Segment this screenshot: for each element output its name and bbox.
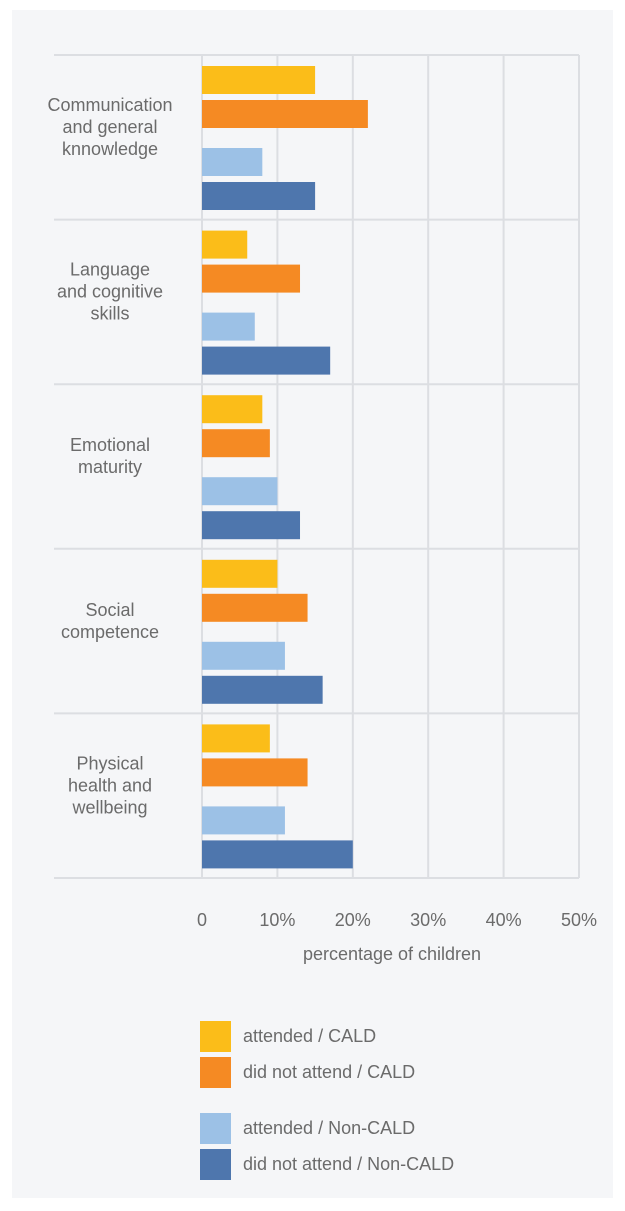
category-label: Language	[70, 260, 150, 280]
bar	[202, 724, 270, 753]
legend: attended / CALD did not attend / CALD at…	[200, 1018, 454, 1182]
category-label: Physical	[76, 753, 143, 773]
category-label: competence	[61, 622, 159, 642]
legend-swatch	[200, 1056, 231, 1088]
legend-item-attended-noncald: attended / Non-CALD	[200, 1110, 454, 1146]
bar	[202, 559, 278, 588]
bar	[202, 230, 248, 259]
category-label: health and	[68, 775, 152, 795]
x-tick-label: 10%	[259, 910, 295, 930]
legend-item-attended-cald: attended / CALD	[200, 1018, 454, 1054]
legend-label: attended / CALD	[243, 1025, 377, 1046]
bar	[202, 395, 263, 424]
bar	[202, 477, 278, 506]
x-tick-label: 50%	[561, 910, 597, 930]
category-label: knnowledge	[62, 139, 158, 159]
category-label: and general	[62, 117, 157, 137]
bar	[202, 148, 263, 176]
category-label: skills	[91, 304, 130, 324]
bar	[202, 675, 323, 704]
bar	[202, 593, 308, 622]
bar	[202, 511, 301, 540]
bar	[202, 641, 285, 670]
x-tick-label: 30%	[410, 910, 446, 930]
x-tick-label: 20%	[335, 910, 371, 930]
legend-swatch	[200, 1148, 231, 1180]
bar	[202, 429, 270, 458]
bar	[202, 312, 255, 341]
bar	[202, 758, 308, 787]
category-label: Communication	[47, 95, 172, 115]
category-label: Social	[85, 600, 134, 620]
legend-swatch	[200, 1112, 231, 1144]
x-tick-label: 0	[197, 910, 207, 930]
legend-label: did not attend / Non-CALD	[243, 1153, 455, 1174]
bar	[202, 806, 285, 835]
legend-item-not-attend-noncald: did not attend / Non-CALD	[200, 1146, 454, 1182]
legend-label: did not attend / CALD	[243, 1061, 416, 1082]
category-label: Emotional	[70, 435, 150, 455]
legend-swatch	[200, 1020, 231, 1052]
bar	[202, 66, 316, 94]
bar	[202, 840, 353, 869]
category-label: wellbeing	[71, 797, 147, 817]
bar	[202, 346, 331, 375]
x-axis-title: percentage of children	[303, 944, 481, 964]
category-label: maturity	[78, 457, 142, 477]
bar	[202, 182, 316, 210]
bar	[202, 100, 368, 128]
legend-item-not-attend-cald: did not attend / CALD	[200, 1054, 454, 1090]
bar	[202, 264, 301, 293]
category-label: and cognitive	[57, 282, 163, 302]
x-tick-label: 40%	[486, 910, 522, 930]
legend-label: attended / Non-CALD	[243, 1117, 416, 1138]
